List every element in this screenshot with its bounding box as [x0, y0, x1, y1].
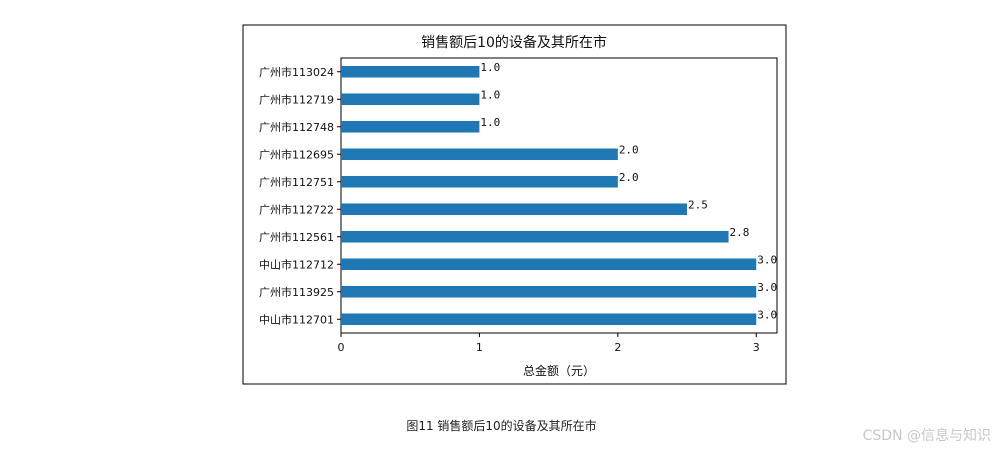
bar: [341, 258, 757, 271]
bar: [341, 93, 480, 106]
x-tick-label: 1: [476, 341, 483, 354]
plot-area: [340, 57, 778, 334]
y-tick-label: 中山市112712: [259, 257, 334, 271]
y-tick-label: 广州市112695: [259, 147, 334, 161]
bar-value-label: 2.0: [619, 171, 639, 184]
bar: [341, 120, 480, 133]
bar: [341, 230, 729, 243]
chart-title: 销售额后10的设备及其所在市: [421, 34, 607, 51]
watermark: CSDN @信息与知识: [862, 428, 991, 444]
bar: [341, 203, 688, 216]
bar-value-label: 1.0: [480, 61, 500, 74]
bar-value-label: 1.0: [480, 116, 500, 129]
bar: [341, 148, 618, 161]
y-tick-label: 广州市112751: [259, 175, 334, 189]
y-tick-label: 广州市112719: [259, 92, 334, 106]
bar-value-label: 2.8: [730, 226, 750, 239]
x-axis-label: 总金额（元）: [523, 363, 595, 378]
bar-value-label: 2.5: [688, 198, 708, 211]
bar-value-label: 1.0: [480, 88, 500, 101]
bar: [341, 175, 618, 188]
x-tick-label: 2: [614, 341, 621, 354]
bar-value-label: 3.0: [757, 253, 777, 266]
x-tick-label: 3: [753, 341, 760, 354]
bar-value-label: 3.0: [757, 281, 777, 294]
figure-caption: 图11 销售额后10的设备及其所在市: [406, 419, 597, 433]
y-tick-label: 广州市112561: [259, 230, 334, 244]
y-tick-labels: 广州市113024 广州市112719 广州市112748 广州市112695 广州市1…: [259, 65, 341, 326]
bar: [341, 285, 757, 298]
y-tick-label: 广州市113024: [259, 65, 334, 79]
bar: [341, 65, 480, 78]
bar-value-label: 3.0: [757, 308, 777, 321]
y-tick-label: 中山市112701: [259, 312, 334, 326]
x-axis-ticks: 0 1 2 3: [338, 333, 760, 354]
y-tick-label: 广州市113925: [259, 285, 334, 299]
bar-value-label: 2.0: [619, 143, 639, 156]
bar: [341, 313, 757, 326]
y-tick-label: 广州市112748: [259, 120, 334, 134]
x-tick-label: 0: [338, 341, 345, 354]
y-tick-label: 广州市112722: [259, 202, 334, 216]
bars-layer: 1.0 1.0 1.0 2.0 2.0 2.5 2.8 3.0 3.0 3.0: [341, 61, 777, 326]
